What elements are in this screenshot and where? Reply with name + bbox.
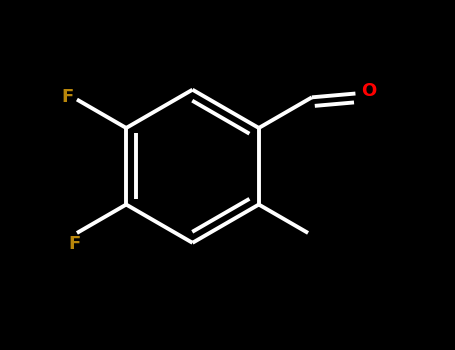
Text: O: O — [361, 82, 376, 100]
Text: F: F — [69, 235, 81, 253]
Text: F: F — [61, 88, 73, 106]
